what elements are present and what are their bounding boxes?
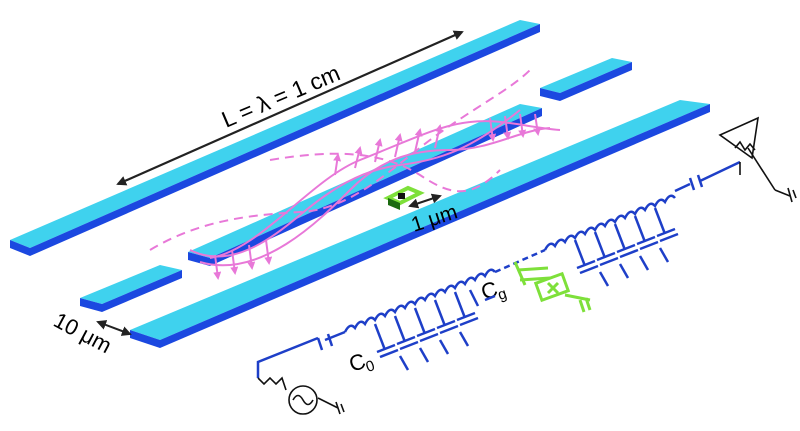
gap-arrow	[96, 320, 132, 336]
c0-label: C 0	[346, 348, 377, 377]
ac-source-icon	[257, 376, 345, 415]
shunt-capacitors-left	[373, 289, 496, 371]
shunt-capacitors-right	[573, 207, 679, 287]
qubit-size-arrow	[408, 193, 442, 209]
cg-label: C g	[478, 276, 509, 305]
cg-subscript: g	[496, 285, 509, 304]
qubit-circuit-element	[513, 261, 592, 313]
lumped-element-circuit	[256, 160, 741, 378]
gap-label: 10 μm	[50, 307, 116, 358]
length-arrow	[116, 30, 464, 186]
input-segment	[80, 265, 182, 312]
c0-letter: C	[346, 348, 369, 377]
qubit-junction	[383, 185, 425, 210]
qubit-size-label: 1 μm	[408, 200, 460, 236]
top-right-segment	[540, 58, 632, 101]
detector-icon	[718, 116, 797, 203]
cg-letter: C	[478, 276, 501, 305]
bottom-ground-plane	[130, 100, 710, 348]
c0-subscript: 0	[364, 357, 377, 376]
